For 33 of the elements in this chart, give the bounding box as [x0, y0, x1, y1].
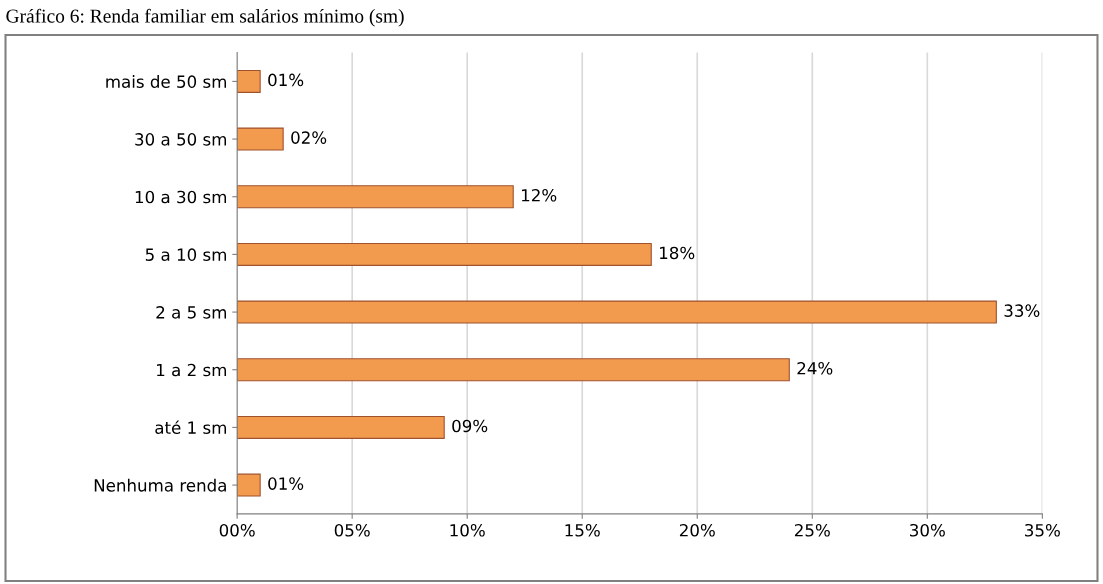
x-tick-label: 05%	[334, 523, 370, 537]
data-label: 33%	[1004, 304, 1040, 317]
y-tick-label: 10 a 30 sm	[135, 190, 227, 204]
data-label: 24%	[797, 361, 833, 375]
bar	[237, 185, 514, 209]
x-tick-label: 00%	[219, 523, 255, 537]
data-label: 09%	[452, 419, 488, 433]
y-tick-label: até 1 sm	[155, 420, 227, 434]
x-tick-label: 30%	[910, 523, 945, 537]
y-tick-label: 30 a 50 sm	[135, 133, 227, 146]
data-label: 02%	[291, 131, 327, 144]
x-tick-label: 25%	[794, 523, 830, 537]
bar	[237, 69, 261, 93]
bar	[237, 300, 997, 324]
y-tick-label: 2 a 5 sm	[156, 306, 227, 319]
chart-title: Gráfico 6: Renda familiar em salários mínimo (sm)	[6, 8, 404, 27]
data-label: 01%	[268, 477, 304, 490]
y-tick-label: Nenhuma renda	[94, 478, 226, 492]
bar	[237, 415, 445, 439]
x-tick-label: 20%	[679, 523, 715, 537]
x-tick-label: 35%	[1025, 523, 1060, 537]
bar	[237, 242, 652, 266]
bar	[237, 358, 790, 382]
y-tick-label: 5 a 10 sm	[145, 248, 227, 261]
data-label: 18%	[660, 246, 695, 260]
y-tick-label: mais de 50 sm	[106, 75, 227, 88]
y-tick-label: 1 a 2 sm	[157, 363, 227, 377]
data-label: 12%	[521, 188, 557, 202]
bar	[237, 127, 284, 151]
x-tick-label: 15%	[565, 523, 600, 537]
data-label: 01%	[268, 73, 304, 87]
bar	[237, 473, 261, 497]
x-tick-label: 10%	[450, 523, 485, 537]
